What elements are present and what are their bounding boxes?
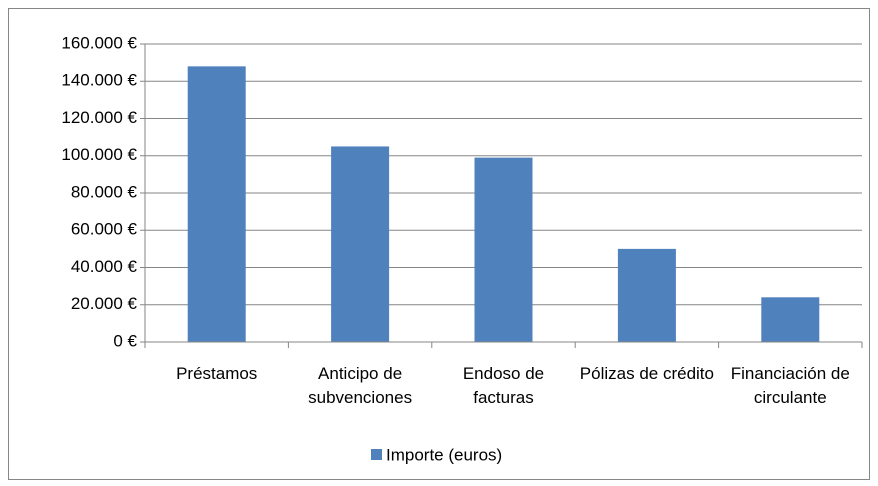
- bar: [761, 297, 820, 342]
- y-tick-label: 100.000 €: [61, 145, 137, 164]
- y-tick-label: 160.000 €: [61, 33, 137, 52]
- bar: [617, 248, 676, 342]
- x-tick-label: Financiación de circulante: [730, 364, 850, 407]
- x-tick-label: Pólizas de crédito: [579, 364, 714, 383]
- y-tick-label: 80.000 €: [71, 182, 138, 201]
- x-tick-label: Endoso de facturas: [462, 364, 545, 407]
- x-tick-label: Préstamos: [176, 364, 258, 383]
- legend-label: Importe (euros): [386, 445, 502, 464]
- x-tick-label: Anticipo de subvenciones: [308, 364, 413, 407]
- y-tick-label: 120.000 €: [61, 108, 137, 127]
- y-tick-label: 40.000 €: [71, 257, 138, 276]
- y-tick-label: 20.000 €: [71, 294, 138, 313]
- y-tick-label: 140.000 €: [61, 71, 137, 90]
- bar: [331, 146, 390, 342]
- y-tick-label: 0 €: [113, 331, 137, 350]
- bar: [474, 157, 533, 342]
- bar: [187, 66, 246, 342]
- chart-border: [8, 8, 870, 480]
- y-tick-label: 60.000 €: [71, 220, 138, 239]
- legend-swatch: [371, 449, 382, 460]
